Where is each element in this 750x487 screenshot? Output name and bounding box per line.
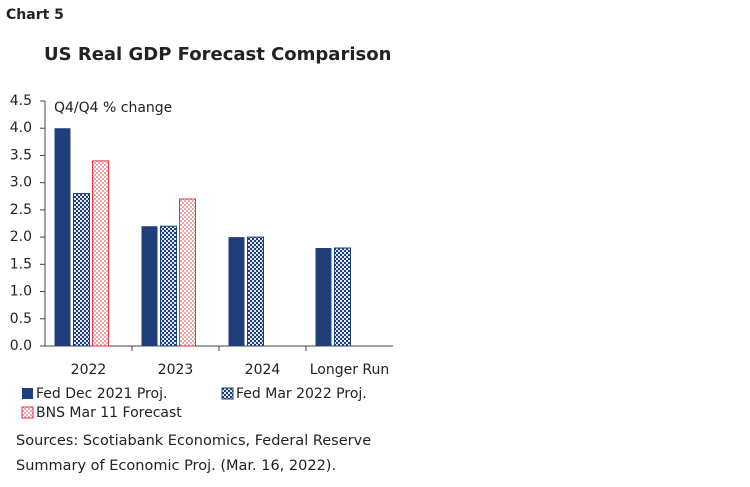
- y-tick-label: 3.5: [10, 147, 32, 163]
- chart-label: Chart 5: [6, 7, 64, 23]
- legend-swatch: [22, 388, 33, 399]
- bar: [54, 128, 71, 346]
- y-tick-label: 2.5: [10, 202, 32, 218]
- bar: [179, 198, 196, 347]
- x-tick-label: 2024: [245, 362, 281, 378]
- y-tick-label: 0.0: [10, 338, 32, 354]
- legend-label: Fed Mar 2022 Proj.: [236, 386, 367, 402]
- legend-swatch: [221, 387, 234, 400]
- y-tick-label: 4.0: [10, 120, 32, 136]
- legend-label: BNS Mar 11 Forecast: [36, 405, 182, 421]
- source: Summary of Economic Proj. (Mar. 16, 2022…: [16, 458, 336, 474]
- chart-title: US Real GDP Forecast Comparison: [44, 44, 391, 65]
- legend-label: Fed Dec 2021 Proj.: [36, 386, 167, 402]
- bar: [92, 160, 109, 347]
- bar: [160, 225, 177, 347]
- bar: [141, 226, 158, 346]
- y-tick-label: 4.5: [10, 93, 32, 109]
- bar: [334, 247, 351, 347]
- x-tick-label: 2022: [71, 362, 107, 378]
- y-tick-label: 1.5: [10, 256, 32, 272]
- y-axis-label: Q4/Q4 % change: [54, 100, 172, 116]
- source: Sources: Scotiabank Economics, Federal R…: [16, 433, 371, 449]
- legend-swatch: [21, 406, 34, 419]
- bar: [247, 236, 264, 347]
- y-tick-label: 1.0: [10, 284, 32, 300]
- y-tick-label: 0.5: [10, 311, 32, 327]
- bar: [73, 193, 90, 347]
- bar: [315, 248, 332, 346]
- x-tick-label: 2023: [158, 362, 194, 378]
- bar: [228, 237, 245, 346]
- y-tick-label: 2.0: [10, 229, 32, 245]
- x-tick-label: Longer Run: [310, 362, 390, 378]
- y-tick-label: 3.0: [10, 175, 32, 191]
